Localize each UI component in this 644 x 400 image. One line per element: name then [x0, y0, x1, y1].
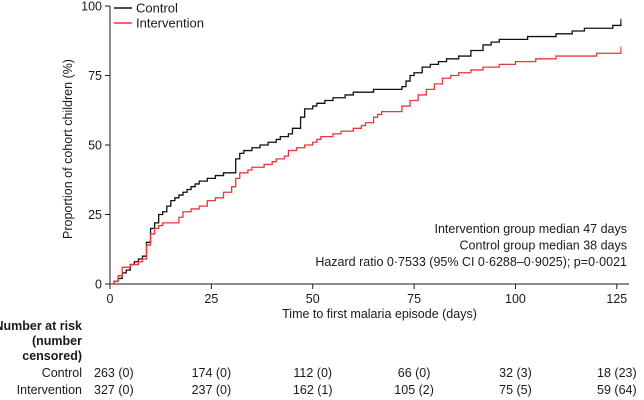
legend-label-intervention: Intervention	[136, 16, 204, 31]
y-axis-title: Proportion of cohort children (%)	[61, 59, 75, 239]
x-axis-title: Time to first malaria episode (days)	[282, 307, 477, 321]
x-tick-label: 25	[204, 292, 218, 306]
x-tick-label: 100	[505, 292, 526, 306]
x-tick-label: 50	[306, 292, 320, 306]
risk-row-label: Control	[42, 366, 82, 380]
annotations: Intervention group median 47 days Control…	[315, 222, 627, 269]
x-tick-label: 75	[407, 292, 421, 306]
risk-cell: 32 (3)	[499, 366, 532, 380]
x-tick-label: 0	[107, 292, 114, 306]
y-tick-label: 50	[88, 139, 102, 153]
legend-label-control: Control	[136, 1, 178, 16]
risk-cell: 263 (0)	[94, 366, 134, 380]
series-line-control	[110, 22, 622, 285]
series-line-intervention	[110, 50, 622, 285]
risk-title-line: Number at risk	[0, 319, 82, 333]
y-tick-label: 100	[81, 0, 102, 14]
y-tick-label: 25	[88, 208, 102, 222]
risk-cell: 105 (2)	[394, 383, 434, 397]
x-tick-label: 125	[606, 292, 627, 306]
risk-cell: 174 (0)	[192, 366, 232, 380]
risk-cell: 66 (0)	[398, 366, 431, 380]
series-layer	[110, 18, 622, 285]
risk-title-line: (number	[32, 334, 82, 348]
axes: 0 25 50 75 100 0 25 50 75 100 125 Time to first mal…	[61, 0, 629, 321]
risk-cell: 237 (0)	[192, 383, 232, 397]
risk-cell: 18 (23)	[597, 366, 637, 380]
risk-cell: 327 (0)	[94, 383, 134, 397]
annotation-0: Intervention group median 47 days	[435, 222, 628, 236]
annotation-1: Control group median 38 days	[460, 239, 627, 253]
risk-cell: 112 (0)	[293, 366, 332, 380]
risk-cell: 162 (1)	[293, 383, 333, 397]
risk-cell: 75 (5)	[499, 383, 532, 397]
risk-cell: 59 (64)	[597, 383, 637, 397]
risk-row-label: Intervention	[17, 383, 82, 397]
annotation-2: Hazard ratio 0·7533 (95% CI 0·6288–0·902…	[315, 255, 627, 269]
y-tick-label: 0	[95, 278, 102, 292]
y-tick-label: 75	[88, 69, 102, 83]
risk-title-line: censored)	[22, 349, 82, 363]
